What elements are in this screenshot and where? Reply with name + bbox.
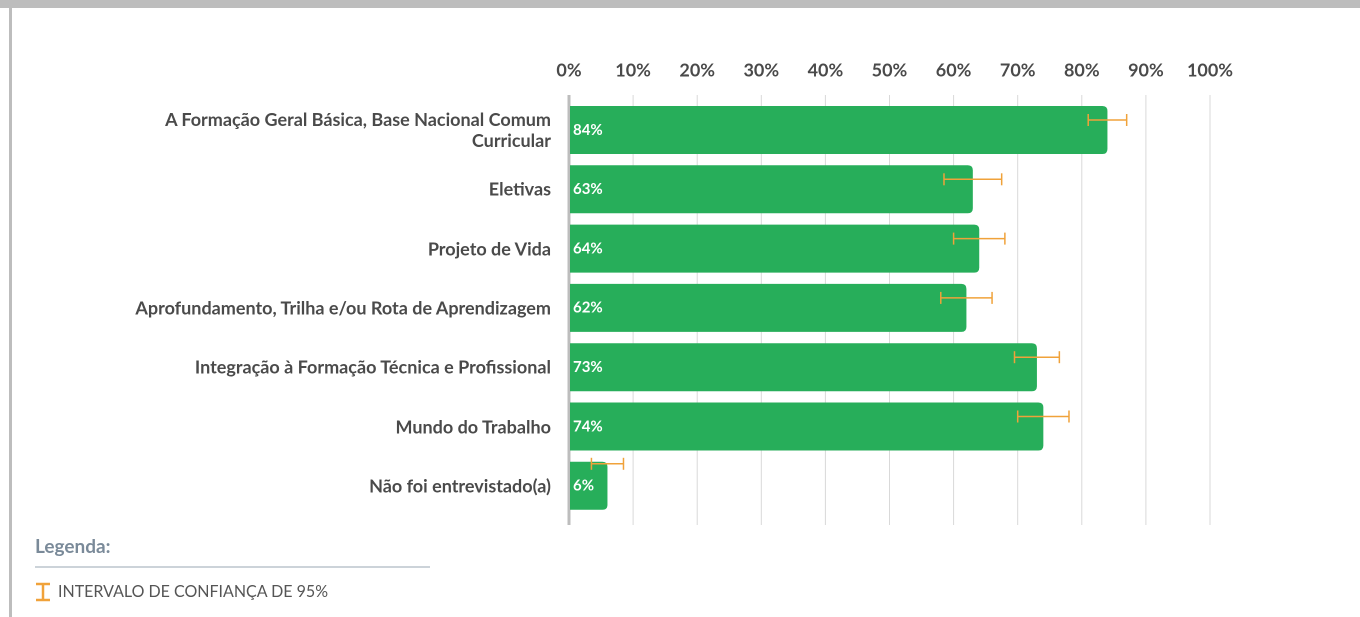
value-label: 62% bbox=[573, 299, 603, 317]
x-tick-label: 0% bbox=[556, 59, 581, 81]
bar bbox=[570, 343, 1037, 392]
bar bbox=[570, 106, 1108, 154]
y-tick-label: Integração à Formação Técnica e Profissi… bbox=[194, 355, 551, 378]
value-label: 64% bbox=[573, 239, 603, 257]
error-bar bbox=[952, 232, 1006, 245]
bar bbox=[570, 165, 973, 214]
error-bar bbox=[590, 457, 625, 470]
x-tick-label: 70% bbox=[1000, 59, 1036, 81]
frame-top bbox=[0, 0, 1360, 8]
legend-label: INTERVALO DE CONFIANÇA DE 95% bbox=[58, 582, 328, 601]
x-tick-label: 50% bbox=[872, 59, 908, 81]
error-bar bbox=[1087, 114, 1128, 126]
y-tick-label: Não foi entrevistado(a) bbox=[369, 474, 551, 497]
y-tick-label: Aprofundamento, Trilha e/ou Rota de Apre… bbox=[135, 296, 551, 319]
value-label: 73% bbox=[573, 358, 603, 376]
error-bar bbox=[1013, 351, 1061, 364]
value-label: 6% bbox=[573, 477, 594, 495]
error-bar bbox=[943, 173, 1003, 186]
frame-left bbox=[9, 0, 12, 617]
value-label: 63% bbox=[573, 180, 603, 198]
value-label: 84% bbox=[573, 121, 603, 139]
x-tick-label: 60% bbox=[936, 59, 972, 81]
x-tick-label: 100% bbox=[1187, 59, 1233, 81]
y-tick-label: A Formação Geral Básica, Base Nacional C… bbox=[165, 108, 551, 151]
bar bbox=[570, 283, 967, 332]
x-tick-label: 30% bbox=[743, 59, 779, 81]
bar bbox=[570, 402, 1044, 451]
y-tick-label: Projeto de Vida bbox=[427, 237, 551, 260]
error-bar bbox=[940, 291, 993, 304]
x-tick-label: 90% bbox=[1128, 59, 1164, 81]
error-bar bbox=[1016, 410, 1070, 423]
x-tick-label: 20% bbox=[679, 59, 715, 81]
y-tick-label: Eletivas bbox=[488, 177, 551, 200]
value-label: 74% bbox=[573, 417, 603, 435]
legend-icon bbox=[36, 582, 50, 602]
bar bbox=[570, 224, 980, 273]
x-tick-label: 40% bbox=[808, 59, 844, 81]
legend-title: Legenda: bbox=[35, 535, 111, 558]
y-tick-label: Mundo do Trabalho bbox=[395, 415, 552, 437]
x-tick-label: 80% bbox=[1064, 59, 1100, 81]
bar bbox=[570, 461, 608, 510]
x-tick-label: 10% bbox=[615, 59, 651, 81]
